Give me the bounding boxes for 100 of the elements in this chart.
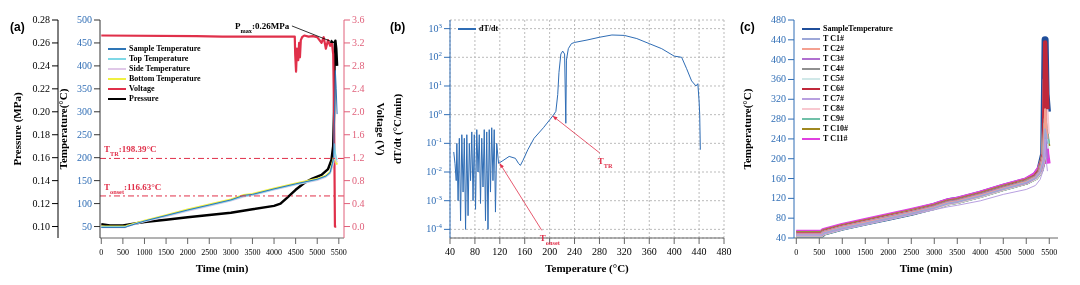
x-tick-label: 240	[567, 246, 583, 257]
y-tick-label: 0.14	[32, 174, 50, 186]
x-tick-label: 400	[666, 246, 682, 257]
y2-axis-title: Temperature(°C)	[56, 88, 70, 170]
legend-label: T C7#	[823, 94, 844, 104]
chart-title: (a)	[10, 20, 25, 34]
y2-tick-label: 200	[77, 151, 92, 163]
legend-label: Top Temperature	[129, 54, 189, 64]
y3-tick-label: 2.0	[352, 105, 365, 117]
ref-line-label: T$_{onset}$:116.63°C	[104, 181, 162, 195]
y2-tick-label: 100	[77, 197, 92, 209]
y-axis-title: Pressure (MPa)	[10, 92, 24, 166]
legend-label: T C5#	[823, 74, 844, 84]
y-tick-label: 0.28	[32, 14, 50, 25]
legend-label: T C8#	[823, 104, 844, 114]
x-tick-label: 440	[691, 246, 707, 257]
x-tick-label: 480	[716, 246, 732, 257]
y-tick-label: 400	[771, 53, 786, 65]
y-tick-label: 0.10	[32, 220, 50, 232]
x-tick-label: 2500	[903, 248, 920, 257]
x-tick-label: 1000	[136, 248, 153, 257]
y3-axis-title: Voltage (V)	[374, 102, 388, 156]
y-tick-label: 480	[771, 14, 786, 25]
legend-label: T C11#	[823, 134, 848, 144]
y-tick-label: 10$^{-3}$	[426, 193, 443, 206]
chart-title: (c)	[740, 20, 755, 34]
y3-tick-label: 3.6	[352, 14, 365, 25]
x-tick-label: 3000	[222, 248, 239, 257]
y-tick-label: 10$^{-4}$	[426, 222, 443, 235]
x-tick-label: 2000	[179, 248, 196, 257]
ref-line-label: T$_{TR}$:198.39°C	[104, 144, 157, 157]
y3-tick-label: 2.4	[352, 82, 365, 94]
y-axis-title: dT/dt (°C/min)	[390, 93, 404, 165]
x-tick-label: 5500	[1041, 248, 1058, 257]
y-tick-label: 10$^{-2}$	[426, 165, 443, 178]
x-tick-label: 4500	[287, 248, 304, 257]
y-tick-label: 10$^{3}$	[428, 21, 443, 34]
y-tick-label: 0.20	[32, 105, 50, 117]
y-tick-label: 10$^{0}$	[428, 107, 443, 120]
legend-label: dT/dt	[479, 24, 499, 34]
x-tick-label: 360	[641, 246, 657, 257]
x-tick-label: 80	[469, 246, 480, 257]
y2-tick-label: 500	[77, 14, 92, 25]
y-tick-label: 200	[771, 152, 786, 164]
y-tick-label: 10$^{-1}$	[426, 136, 443, 149]
x-tick-label: 4000	[266, 248, 283, 257]
legend-label: T C1#	[823, 34, 844, 44]
y-tick-label: 0.24	[32, 59, 50, 71]
legend-label: T C6#	[823, 84, 844, 94]
y-tick-label: 440	[771, 33, 786, 45]
x-tick-label: 1000	[834, 248, 851, 257]
x-tick-label: 200	[542, 246, 558, 257]
y-tick-label: 10$^{2}$	[428, 50, 443, 63]
legend-label: T C2#	[823, 44, 844, 54]
y3-tick-label: 2.8	[352, 59, 365, 71]
y-tick-label: 40	[776, 232, 786, 243]
x-tick-label: 5000	[1018, 248, 1035, 257]
y2-tick-label: 250	[77, 128, 92, 140]
y-tick-label: 0.26	[32, 36, 50, 48]
annotation: T$_{onset}$	[539, 233, 561, 246]
legend-label: Bottom Temperature	[129, 74, 201, 84]
y-tick-label: 80	[776, 212, 786, 224]
legend-label: T C9#	[823, 114, 844, 124]
x-tick-label: 40	[445, 246, 455, 257]
y-tick-label: 10$^{1}$	[428, 78, 443, 91]
y-tick-label: 160	[771, 172, 786, 184]
y-tick-label: 360	[771, 73, 786, 85]
x-tick-label: 500	[116, 248, 129, 257]
x-tick-label: 1500	[857, 248, 874, 257]
y2-tick-label: 50	[82, 220, 92, 232]
x-tick-label: 5000	[309, 248, 326, 257]
legend-label: SampleTemperature	[823, 24, 893, 34]
x-axis-title: Time (min)	[899, 262, 953, 275]
x-tick-label: 0	[99, 248, 104, 257]
y3-tick-label: 3.2	[352, 36, 365, 48]
legend-label: T C3#	[823, 54, 844, 64]
y-tick-label: 0.22	[32, 82, 50, 94]
annotation: P$_{max}$:0.26MPa	[234, 20, 290, 34]
y3-tick-label: 0.8	[352, 174, 365, 186]
legend-label: Side Temperature	[129, 64, 190, 74]
annotation: T$_{TR}$	[597, 155, 613, 169]
x-tick-label: 1500	[158, 248, 175, 257]
legend-label: Voltage	[129, 84, 155, 94]
y2-tick-label: 450	[77, 36, 92, 48]
x-tick-label: 2000	[880, 248, 897, 257]
x-axis-title: Temperature (°C)	[545, 262, 630, 275]
y-tick-label: 240	[771, 132, 786, 144]
y2-tick-label: 350	[77, 82, 92, 94]
legend-label: T C10#	[823, 124, 848, 134]
y3-tick-label: 0.0	[352, 220, 365, 232]
x-tick-label: 280	[591, 246, 607, 257]
y2-tick-label: 150	[77, 174, 92, 186]
y-tick-label: 0.18	[32, 128, 50, 140]
x-tick-label: 3500	[949, 248, 966, 257]
legend-label: T C4#	[823, 64, 844, 74]
x-tick-label: 120	[492, 246, 508, 257]
x-axis-title: Time (min)	[195, 262, 249, 275]
x-tick-label: 0	[794, 248, 799, 257]
x-tick-label: 4000	[972, 248, 989, 257]
y3-tick-label: 1.6	[352, 128, 365, 140]
